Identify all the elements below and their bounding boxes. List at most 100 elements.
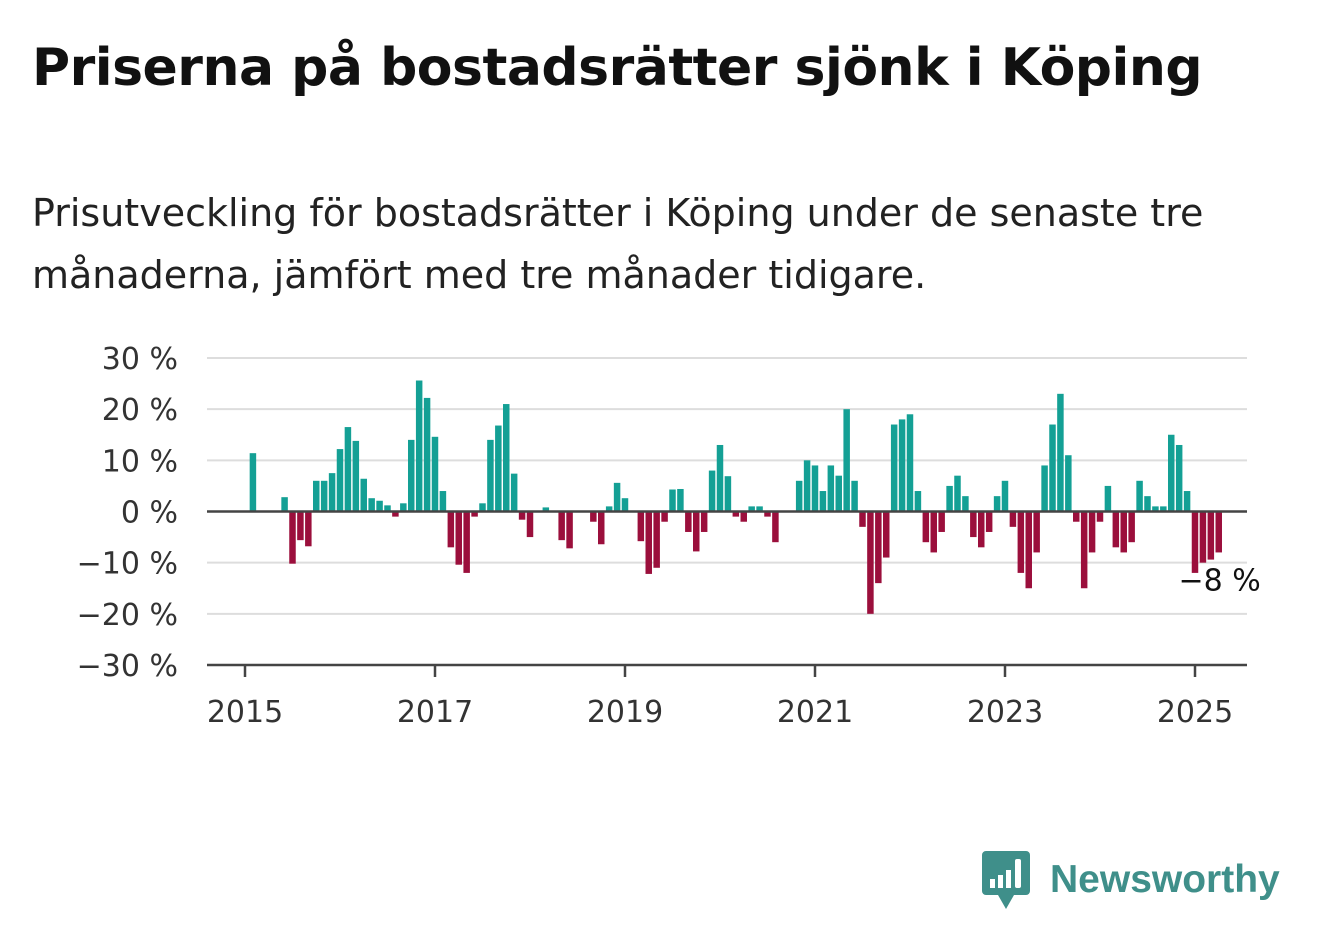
bar: [455, 511, 462, 565]
bar: [1096, 511, 1104, 522]
x-tick-label: 2019: [587, 695, 663, 730]
bar: [510, 473, 518, 512]
bar: [518, 511, 526, 520]
bar: [732, 511, 740, 517]
bar: [598, 511, 605, 545]
bar: [1144, 496, 1151, 512]
bar: [724, 476, 732, 512]
bar: [1041, 465, 1048, 512]
bar: [803, 460, 811, 512]
bar: [605, 506, 613, 512]
bar: [1191, 511, 1199, 573]
bar: [859, 511, 866, 527]
bar: [400, 503, 407, 512]
x-tick-label: 2025: [1157, 695, 1233, 730]
bar: [748, 506, 755, 512]
axes: [207, 510, 1247, 677]
bar: [906, 414, 914, 512]
bar: [716, 444, 724, 512]
bar: [590, 511, 597, 522]
bar: [827, 465, 835, 512]
brand-logo: Newsworthy: [982, 850, 1280, 910]
bar: [1057, 393, 1064, 512]
y-tick-label: 10 %: [102, 444, 178, 479]
bar: [336, 449, 344, 512]
bar: [320, 480, 328, 512]
bar: [344, 427, 352, 512]
bar: [1136, 480, 1143, 512]
bar: [978, 511, 985, 548]
bar: [558, 511, 565, 541]
y-tick-label: −30 %: [77, 649, 178, 684]
x-tick-label: 2015: [207, 695, 283, 730]
bar: [313, 480, 320, 512]
y-axis-labels: 30 % 20 % 10 % 0 % −10 % −20 % −30 %: [77, 342, 178, 684]
bar: [954, 475, 961, 512]
chart-title: Priserna på bostadsrätter sjönk i Köping: [32, 38, 1203, 98]
bar: [297, 511, 304, 541]
bar: [693, 511, 700, 552]
bar: [281, 497, 288, 512]
y-tick-label: 30 %: [102, 342, 178, 377]
bar: [811, 465, 819, 512]
bar: [1215, 511, 1222, 553]
bar: [1065, 455, 1072, 512]
bar: [669, 489, 676, 512]
bar: [970, 511, 977, 538]
bar: [1128, 511, 1135, 543]
bar: [431, 436, 439, 512]
bar: [708, 470, 716, 512]
bar: [415, 380, 423, 512]
bar: [962, 496, 969, 512]
bar: [1168, 434, 1175, 512]
bar: [1001, 480, 1009, 512]
y-tick-label: −10 %: [77, 547, 178, 582]
bar: [1120, 511, 1127, 553]
y-tick-label: −20 %: [77, 598, 178, 633]
y-tick-label: 0 %: [121, 496, 178, 531]
bar: [1025, 511, 1032, 589]
bar: [487, 439, 494, 512]
bar: [883, 511, 890, 558]
bar: [1033, 511, 1040, 553]
bar: [423, 397, 431, 512]
bar: [795, 480, 803, 512]
bar: [503, 404, 510, 512]
bar: [249, 453, 257, 512]
bar: [914, 491, 922, 512]
x-tick-label: 2017: [397, 695, 473, 730]
bar: [526, 511, 534, 538]
bar: [819, 491, 827, 512]
x-tick-label: 2023: [967, 695, 1043, 730]
bar: [930, 511, 937, 553]
bar: [1049, 424, 1056, 512]
x-axis-labels: 2015 2017 2019 2021 2023 2025: [207, 695, 1233, 730]
bar: [1152, 506, 1159, 512]
x-tick-label: 2021: [777, 695, 853, 730]
bar: [922, 511, 930, 543]
bar: [1175, 444, 1183, 512]
bar: [352, 440, 360, 512]
bar: [661, 511, 668, 522]
bar: [677, 488, 684, 512]
bar: [740, 511, 747, 522]
bar: [985, 511, 993, 532]
bar: [851, 480, 858, 512]
bar: [835, 475, 842, 512]
bar: [495, 425, 502, 512]
bar: [898, 419, 906, 512]
brand-name: Newsworthy: [1050, 858, 1280, 901]
bar: [1207, 511, 1215, 560]
bar: [637, 511, 645, 542]
bar: [1199, 511, 1207, 563]
bar: [867, 511, 874, 614]
last-value-annotation: −8 %: [1178, 563, 1260, 598]
bar: [305, 511, 312, 547]
bar: [875, 511, 882, 584]
bar: [890, 424, 898, 512]
bars: [249, 380, 1222, 614]
chart-subtitle: Prisutveckling för bostadsrätter i Köpin…: [32, 191, 1204, 297]
grid-lines: [207, 357, 1247, 615]
bar: [1080, 511, 1088, 589]
bar-chart: 30 %20 %10 %0 %−10 %−20 %−30 % 2015 2017 2…: [77, 342, 1261, 730]
